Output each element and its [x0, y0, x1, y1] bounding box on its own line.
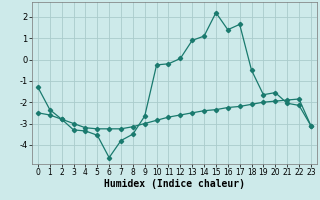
X-axis label: Humidex (Indice chaleur): Humidex (Indice chaleur) — [104, 179, 245, 189]
